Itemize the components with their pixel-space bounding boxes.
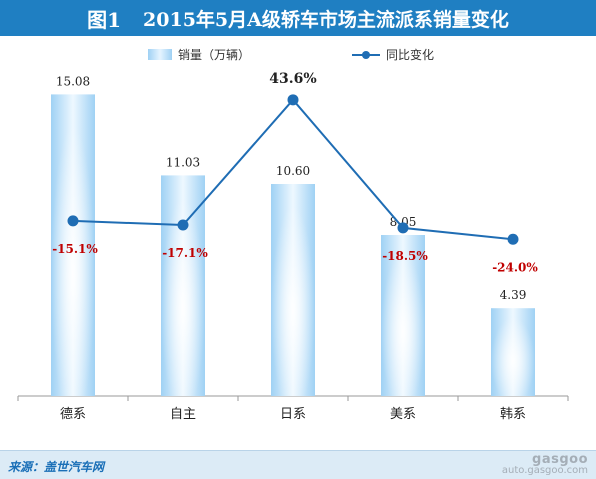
yoy-value-label: -24.0% [492,260,538,274]
figure-number: 图1 [87,7,122,32]
legend-item-line: 同比变化 [352,46,434,63]
bar-highlight [271,184,315,396]
yoy-point [397,222,409,234]
bar-highlight [381,235,425,396]
legend-line-label: 同比变化 [386,48,435,62]
yoy-point [507,233,519,245]
bar-highlight [491,308,535,396]
title-bar: 图1 2015年5月A级轿车市场主流派系销量变化 [0,0,596,36]
x-tick-label: 美系 [390,407,416,422]
x-tick-label: 德系 [60,407,86,422]
watermark-logo: gasgoo auto.gasgoo.com [500,452,588,476]
bar-value-label: 8.05 [390,215,417,229]
yoy-value-label: -18.5% [382,249,428,263]
bar-value-label: 4.39 [500,288,527,302]
x-tick-label: 日系 [280,407,306,422]
bar-highlight [161,175,205,396]
watermark-url: auto.gasgoo.com [501,465,588,476]
yoy-value-label: 43.6% [269,71,316,87]
bar-swatch-icon [148,49,172,60]
yoy-point [287,94,299,106]
bar-highlight [51,94,95,397]
bar-value-label: 15.08 [56,74,90,88]
yoy-point [177,219,189,231]
legend: 销量（万辆） 同比变化 [0,46,596,66]
x-tick-label: 自主 [170,407,196,422]
footer: 来源：盖世汽车网 gasgoo auto.gasgoo.com [0,450,596,479]
chart-area: 15.08 德系 11.03 自主 10.60 日系 8.05 美系 4.39 韩系 -15.1% -… [17,71,569,422]
chart-title: 2015年5月A级轿车市场主流派系销量变化 [143,8,509,31]
legend-bar-label: 销量（万辆） [178,48,251,62]
legend-item-bar: 销量（万辆） [148,46,250,63]
x-tick-label: 韩系 [500,407,526,422]
line-marker-icon [352,49,380,61]
bar-value-label: 10.60 [276,164,310,178]
yoy-value-label: -17.1% [162,246,208,260]
yoy-point [67,215,79,227]
yoy-value-label: -15.1% [52,242,98,256]
bar-value-label: 11.03 [166,155,200,169]
watermark-logo-text: gasgoo [532,452,588,467]
source-text: 来源：盖世汽车网 [8,460,105,474]
